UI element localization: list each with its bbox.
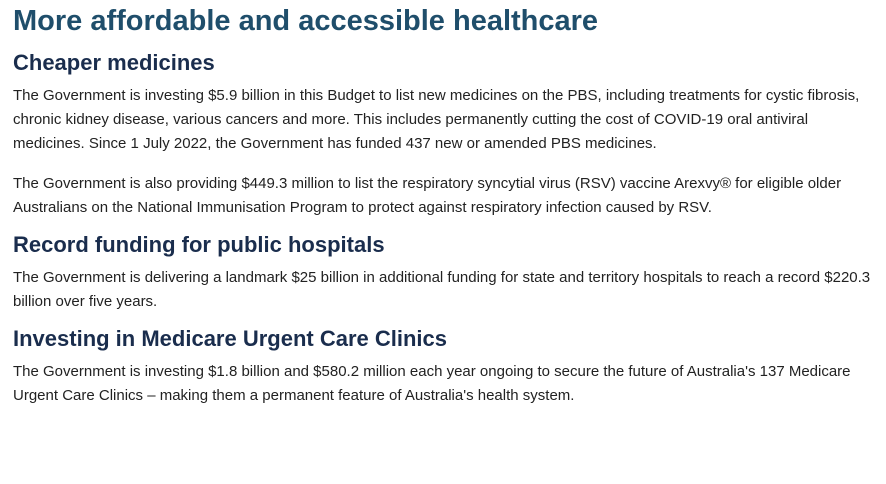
section: Cheaper medicines The Government is inves… [13, 48, 875, 220]
section-heading: Investing in Medicare Urgent Care Clinic… [13, 326, 448, 351]
paragraph: The Government is delivering a landmark … [13, 269, 871, 310]
section-heading: Record funding for public hospitals [13, 232, 385, 257]
sections: Cheaper medicines The Government is inves… [13, 48, 875, 408]
section-heading: Cheaper medicines [13, 50, 215, 75]
paragraph: The Government is investing $5.9 billion… [13, 87, 860, 152]
section: Record funding for public hospitals The G… [13, 230, 875, 314]
paragraph: The Government is also providing $449.3 … [13, 175, 842, 216]
section: Investing in Medicare Urgent Care Clinic… [13, 324, 875, 408]
page-title: More affordable and accessible healthcar… [13, 5, 599, 37]
paragraph: The Government is investing $1.8 billion… [13, 363, 851, 404]
content: More affordable and accessible healthcar… [13, 5, 875, 408]
